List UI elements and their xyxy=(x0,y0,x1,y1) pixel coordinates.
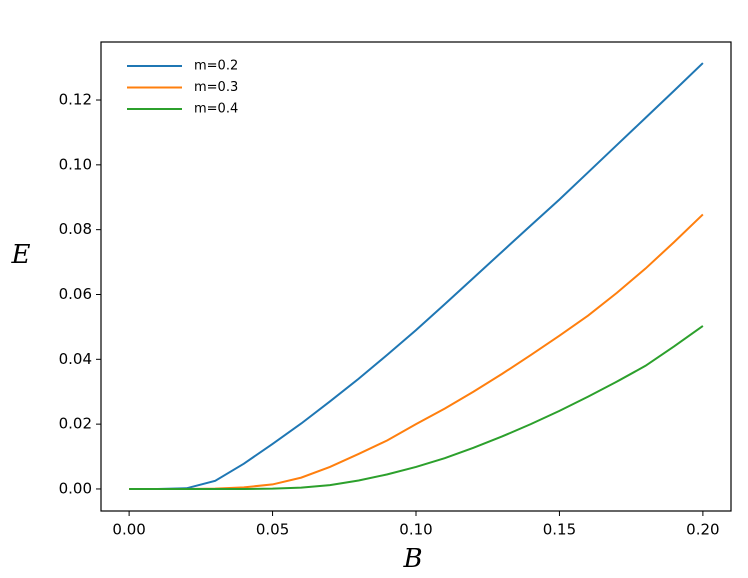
y-tick-label: 0.12 xyxy=(59,91,92,109)
y-tick-label: 0.00 xyxy=(59,479,92,497)
y-tick-label: 0.04 xyxy=(59,350,92,368)
y-tick-label: 0.08 xyxy=(59,220,92,238)
legend-label: m=0.2 xyxy=(194,59,238,74)
x-tick-label: 0.15 xyxy=(543,521,576,539)
line-series xyxy=(129,325,704,490)
line-series xyxy=(129,62,704,490)
legend-label: m=0.3 xyxy=(194,80,238,95)
y-tick-label: 0.10 xyxy=(59,155,92,173)
line-series xyxy=(129,213,704,490)
x-tick-label: 0.10 xyxy=(399,521,432,539)
x-tick-label: 0.00 xyxy=(112,521,145,539)
y-tick-label: 0.06 xyxy=(59,285,92,303)
y-axis-label: E xyxy=(11,240,31,270)
x-tick-label: 0.05 xyxy=(256,521,289,539)
y-tick-label: 0.02 xyxy=(59,415,92,433)
x-tick-label: 0.20 xyxy=(686,521,719,539)
legend-label: m=0.4 xyxy=(194,102,238,117)
x-axis-label: B xyxy=(402,544,422,574)
plot-frame xyxy=(100,41,732,512)
